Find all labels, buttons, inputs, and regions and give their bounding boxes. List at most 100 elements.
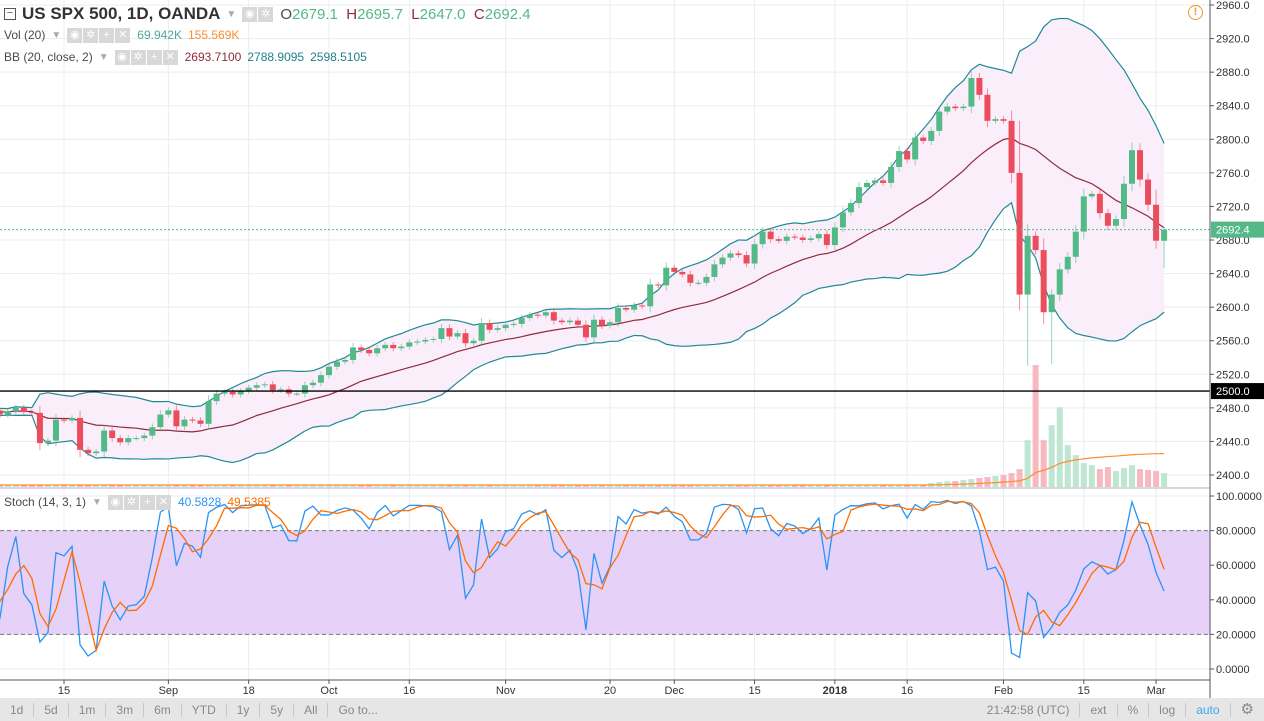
candle-down	[623, 307, 630, 310]
stoch-label[interactable]: Stoch (14, 3, 1)	[4, 495, 87, 509]
volume-bar	[334, 485, 341, 487]
ext-toggle[interactable]: ext	[1080, 702, 1118, 717]
volume-bars	[0, 365, 1168, 487]
range-1m[interactable]: 1m	[69, 702, 107, 717]
volume-bar	[566, 485, 573, 487]
bb-fill	[0, 18, 1165, 463]
gear-icon[interactable]: ✲	[123, 495, 139, 510]
candle-up	[213, 393, 220, 402]
eye-icon[interactable]: ◉	[242, 7, 258, 22]
candle-up	[751, 244, 758, 264]
hline-badge	[1211, 383, 1264, 400]
stoch-k-line	[0, 499, 1165, 659]
volume-bar	[28, 485, 35, 487]
eye-icon[interactable]: ◉	[114, 50, 130, 65]
volume-bar	[1120, 468, 1127, 487]
candle-up	[872, 180, 879, 183]
volume-bar	[1153, 471, 1160, 487]
alert-icon[interactable]: !	[1188, 5, 1203, 20]
candle-down	[639, 305, 646, 307]
bb-label[interactable]: BB (20, close, 2)	[4, 50, 93, 64]
time-tick-label: Sep	[159, 685, 179, 697]
gear-icon[interactable]: ✲	[258, 7, 274, 22]
volume-bar	[1008, 473, 1015, 487]
gear-icon[interactable]: ✲	[130, 50, 146, 65]
volume-bar	[1112, 471, 1119, 487]
range-1d[interactable]: 1d	[0, 702, 35, 717]
volume-bar	[807, 485, 814, 487]
chevron-down-icon[interactable]: ▼	[98, 51, 109, 63]
auto-toggle[interactable]: auto	[1186, 702, 1231, 717]
candle-up	[992, 119, 999, 121]
candle-up	[855, 187, 862, 204]
candle-down	[823, 234, 830, 246]
candle-down	[28, 412, 35, 414]
volume-bar	[181, 485, 188, 487]
bb-legend: BB (20, close, 2) ▼ ◉ ✲ + ✕ 2693.7100 2788.9…	[4, 49, 367, 65]
candle-down	[1096, 193, 1103, 214]
candle-up	[1161, 229, 1168, 241]
close-icon[interactable]: ✕	[162, 50, 178, 65]
log-toggle[interactable]: log	[1149, 702, 1187, 717]
volume-bar	[229, 485, 236, 487]
symbol-title[interactable]: US SPX 500, 1D, OANDA	[22, 4, 221, 23]
time-tick-label: 20	[604, 685, 616, 697]
candle-up	[253, 385, 260, 388]
range-ytd[interactable]: YTD	[182, 702, 227, 717]
volume-bar	[864, 485, 870, 487]
eye-icon[interactable]: ◉	[107, 495, 123, 510]
candle-up	[350, 347, 357, 361]
stoch-pane	[0, 487, 1264, 659]
collapse-icon[interactable]: −	[4, 8, 16, 20]
volume-bar	[526, 485, 533, 487]
candle-down	[462, 333, 469, 344]
range-6m[interactable]: 6m	[144, 702, 182, 717]
candle-down	[534, 314, 541, 316]
price-tick-label: 2560.0	[1216, 336, 1250, 348]
range-5y[interactable]: 5y	[260, 702, 295, 717]
chevron-down-icon[interactable]: ▼	[51, 29, 62, 41]
candle-up	[647, 284, 654, 307]
bb-lower-line	[0, 201, 1165, 464]
candle-up	[1064, 256, 1071, 270]
stoch-d-value: 49.5385	[227, 495, 271, 509]
volume-bar	[1161, 473, 1168, 487]
close-icon[interactable]: ✕	[115, 28, 131, 43]
volume-bar	[679, 485, 686, 487]
range-3m[interactable]: 3m	[106, 702, 145, 717]
gear-icon[interactable]: ✲	[83, 28, 99, 43]
candle-up	[317, 375, 324, 383]
candle-down	[952, 106, 959, 109]
gear-icon[interactable]: ⚙	[1240, 700, 1254, 718]
range-all[interactable]: All	[294, 702, 329, 717]
candle-up	[1120, 183, 1127, 220]
chevron-down-icon[interactable]: ▼	[92, 496, 102, 508]
plus-icon[interactable]: +	[146, 50, 162, 65]
volume-bar	[719, 485, 726, 487]
volume-bar	[197, 485, 204, 487]
plus-icon[interactable]: +	[139, 495, 155, 510]
candle-down	[109, 430, 116, 439]
bb-upper-line	[0, 17, 1165, 410]
goto-button[interactable]: Go to...	[338, 702, 378, 717]
candle-down	[920, 137, 927, 141]
candle-up	[912, 137, 919, 160]
price-tick-label: 2400.0	[1216, 470, 1250, 482]
volume-bar	[414, 485, 421, 487]
volume-bar	[799, 485, 806, 487]
volume-bar	[470, 485, 477, 487]
candle-down	[1016, 172, 1023, 295]
chart-canvas[interactable]: 2960.0 2920.0 2880.0 2840.0 2800.0 2760.0 2720…	[0, 0, 1264, 698]
volume-bar	[582, 485, 589, 487]
volume-bar	[117, 485, 124, 487]
range-1y[interactable]: 1y	[227, 702, 261, 717]
eye-icon[interactable]: ◉	[67, 28, 83, 43]
volume-label[interactable]: Vol (20)	[4, 28, 46, 42]
percent-toggle[interactable]: %	[1118, 702, 1150, 717]
chevron-down-icon[interactable]: ▼	[226, 8, 237, 20]
candle-down	[117, 438, 124, 443]
plus-icon[interactable]: +	[99, 28, 115, 43]
range-5d[interactable]: 5d	[34, 702, 69, 717]
volume-bar	[1000, 475, 1007, 487]
close-icon[interactable]: ✕	[155, 495, 171, 510]
